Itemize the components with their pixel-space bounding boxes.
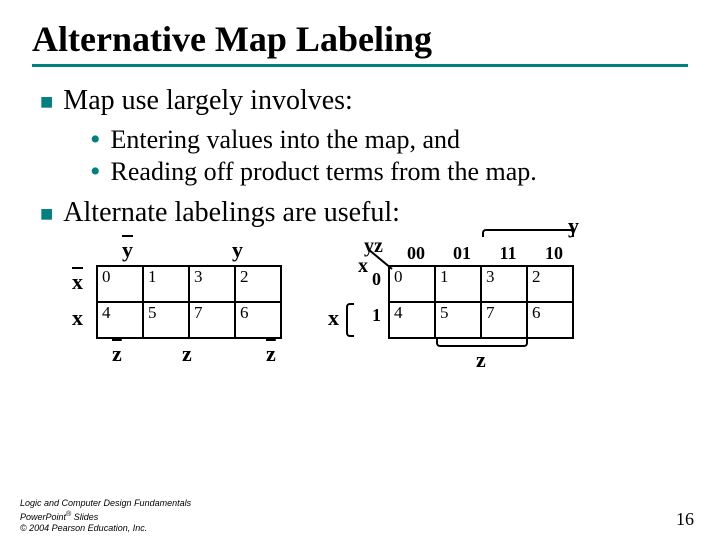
kmap-cell: 7 <box>189 302 235 338</box>
kmap-left-xbar: x <box>72 269 83 295</box>
kmap-cell: 6 <box>527 302 573 338</box>
footer-line2: PowerPoint® Slides <box>20 509 191 523</box>
kmap-left-z: z <box>182 341 192 367</box>
kmap-left-zbar2: z <box>266 341 276 367</box>
kmap-right-grid: 0 1 3 2 4 5 7 6 <box>388 265 574 339</box>
kmap-left-y: y <box>232 237 243 263</box>
bullet-2: ■ Alternate labelings are useful: <box>40 197 688 231</box>
subbullet-1: • Entering values into the map, and <box>90 125 688 155</box>
kmap-right-botz: z <box>476 347 486 373</box>
square-bullet-icon: ■ <box>40 85 53 119</box>
subbullet-2: • Reading off product terms from the map… <box>90 157 688 187</box>
bracket-left-icon <box>346 303 354 337</box>
page-number: 16 <box>676 509 694 530</box>
kmap-cell: 6 <box>235 302 281 338</box>
kmap-left-grid: 0 1 3 2 4 5 7 6 <box>96 265 282 339</box>
footer-line3: © 2004 Pearson Education, Inc. <box>20 523 191 534</box>
subbullet-2-text: Reading off product terms from the map. <box>111 157 537 187</box>
kmap-right-col3: 10 <box>534 243 574 264</box>
kmap-cell: 4 <box>389 302 435 338</box>
kmap-cell: 0 <box>97 266 143 302</box>
bracket-bot-icon <box>436 339 528 347</box>
kmap-right-row1: 1 <box>372 305 381 326</box>
bullet-1-text: Map use largely involves: <box>63 85 353 117</box>
subbullet-1-text: Entering values into the map, and <box>111 125 460 155</box>
bullet-2-text: Alternate labelings are useful: <box>63 197 400 229</box>
kmap-right-topy: y <box>568 213 579 239</box>
kmap-cell: 5 <box>143 302 189 338</box>
kmap-left-zbar1: z <box>112 341 122 367</box>
footer: Logic and Computer Design Fundamentals P… <box>20 498 191 534</box>
kmap-right-row0: 0 <box>372 269 381 290</box>
kmap-left-ybar: y <box>122 237 133 263</box>
kmap-cell: 1 <box>143 266 189 302</box>
kmap-cell: 7 <box>481 302 527 338</box>
square-bullet-icon: ■ <box>40 197 53 231</box>
kmap-right-leftx: x <box>328 305 339 331</box>
kmap-cell: 2 <box>235 266 281 302</box>
kmap-row: y y x x 0 1 3 2 4 5 7 6 z z z <box>72 237 688 339</box>
dot-bullet-icon: • <box>90 157 101 187</box>
kmap-cell: 4 <box>97 302 143 338</box>
kmap-right-col2: 11 <box>488 243 528 264</box>
kmap-cell: 1 <box>435 266 481 302</box>
kmap-left: y y x x 0 1 3 2 4 5 7 6 z z z <box>72 237 282 339</box>
kmap-left-x: x <box>72 305 83 331</box>
diagonal-line-icon <box>366 247 396 273</box>
kmap-cell: 5 <box>435 302 481 338</box>
kmap-cell: 3 <box>189 266 235 302</box>
kmap-right: yz x 00 01 11 10 0 1 y x 0 1 3 2 <box>352 237 574 339</box>
kmap-cell: 2 <box>527 266 573 302</box>
dot-bullet-icon: • <box>90 125 101 155</box>
bracket-top-icon <box>482 229 574 237</box>
title-underline <box>32 64 688 67</box>
kmap-cell: 3 <box>481 266 527 302</box>
slide-title: Alternative Map Labeling <box>32 18 688 60</box>
kmap-right-col1: 01 <box>442 243 482 264</box>
bullet-1: ■ Map use largely involves: <box>40 85 688 119</box>
footer-line1: Logic and Computer Design Fundamentals <box>20 498 191 509</box>
kmap-right-col0: 00 <box>396 243 436 264</box>
